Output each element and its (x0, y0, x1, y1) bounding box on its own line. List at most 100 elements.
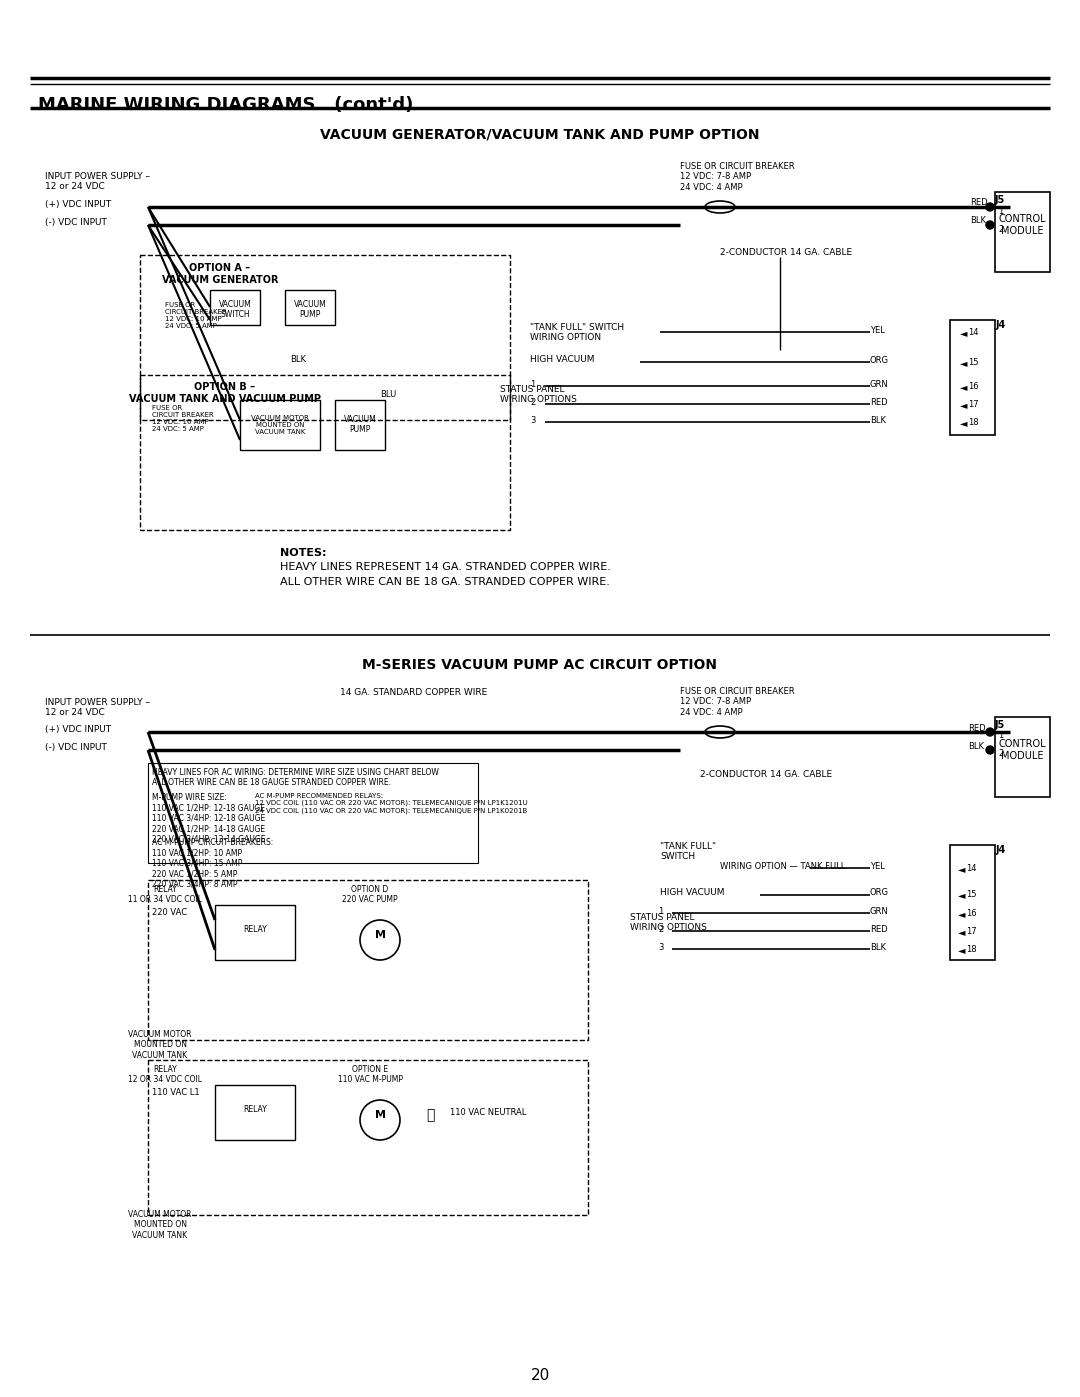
Text: J5: J5 (995, 196, 1005, 205)
Text: FUSE OR CIRCUIT BREAKER
12 VDC: 7-8 AMP
24 VDC: 4 AMP: FUSE OR CIRCUIT BREAKER 12 VDC: 7-8 AMP … (680, 687, 795, 717)
Text: 3: 3 (658, 943, 663, 951)
Text: ⏚: ⏚ (426, 1108, 434, 1122)
Text: FUSE OR
CIRCUIT BREAKER
12 VDC: 10 AMP
24 VDC: 5 AMP: FUSE OR CIRCUIT BREAKER 12 VDC: 10 AMP 2… (152, 405, 214, 432)
Text: 2: 2 (658, 925, 663, 935)
Text: VACUUM
PUMP: VACUUM PUMP (343, 415, 376, 434)
Text: M-PUMP WIRE SIZE:
110 VAC 1/2HP: 12-18 GAUGE
110 VAC 3/4HP: 12-18 GAUGE
220 VAC : M-PUMP WIRE SIZE: 110 VAC 1/2HP: 12-18 G… (152, 793, 266, 844)
Text: 1: 1 (998, 732, 1003, 740)
Text: 16: 16 (968, 381, 978, 391)
Text: ◄: ◄ (960, 328, 968, 338)
Text: RED: RED (968, 724, 986, 733)
Text: M: M (375, 930, 386, 940)
Text: VACUUM
SWITCH: VACUUM SWITCH (218, 300, 252, 320)
Text: VACUUM GENERATOR/VACUUM TANK AND PUMP OPTION: VACUUM GENERATOR/VACUUM TANK AND PUMP OP… (321, 129, 759, 142)
Text: RELAY: RELAY (243, 925, 267, 935)
Text: 15: 15 (966, 890, 976, 900)
Text: BLK: BLK (870, 943, 886, 951)
Text: BLK: BLK (970, 217, 986, 225)
Text: YEL: YEL (870, 326, 885, 335)
Text: 17: 17 (968, 400, 978, 409)
Text: ◄: ◄ (958, 928, 966, 937)
Text: ◄: ◄ (958, 890, 966, 900)
Bar (950, 845, 995, 960)
Text: CONTROL
MODULE: CONTROL MODULE (998, 739, 1045, 761)
Text: J5: J5 (995, 719, 1005, 731)
Bar (215, 1085, 295, 1140)
Text: OPTION D
220 VAC PUMP: OPTION D 220 VAC PUMP (342, 886, 397, 904)
Text: J4: J4 (996, 845, 1007, 855)
Text: FUSE OR CIRCUIT BREAKER
12 VDC: 7-8 AMP
24 VDC: 4 AMP: FUSE OR CIRCUIT BREAKER 12 VDC: 7-8 AMP … (680, 162, 795, 191)
Text: 3: 3 (530, 416, 536, 425)
Text: YEL: YEL (870, 862, 885, 870)
Text: MARINE WIRING DIAGRAMS   (cont'd): MARINE WIRING DIAGRAMS (cont'd) (38, 96, 414, 115)
Text: J4: J4 (996, 320, 1007, 330)
Text: FUSE OR
CIRCUIT BREAKER
12 VDC: 10 AMP
24 VDC: 5 AMP: FUSE OR CIRCUIT BREAKER 12 VDC: 10 AMP 2… (165, 302, 227, 330)
Bar (148, 880, 588, 1039)
Text: ◄: ◄ (960, 400, 968, 409)
Text: ◄: ◄ (958, 944, 966, 956)
Text: 16: 16 (966, 909, 976, 918)
Bar (210, 291, 260, 326)
Text: RED: RED (970, 198, 987, 207)
Text: OPTION B –
VACUUM TANK AND VACUUM PUMP: OPTION B – VACUUM TANK AND VACUUM PUMP (129, 381, 321, 404)
Text: BLK: BLK (291, 355, 306, 365)
Text: ORG: ORG (870, 356, 889, 365)
Text: AC M-PUMP CIRCUIT BREAKERS:
110 VAC 1/2HP: 10 AMP
110 VAC 3/4HP: 15 AMP
220 VAC : AC M-PUMP CIRCUIT BREAKERS: 110 VAC 1/2H… (152, 838, 273, 888)
Bar (995, 717, 1050, 798)
Text: INPUT POWER SUPPLY –
12 or 24 VDC: INPUT POWER SUPPLY – 12 or 24 VDC (45, 172, 150, 191)
Text: 2: 2 (998, 225, 1003, 233)
Text: VACUUM MOTOR
MOUNTED ON
VACUUM TANK: VACUUM MOTOR MOUNTED ON VACUUM TANK (251, 415, 309, 434)
Text: 14: 14 (966, 863, 976, 873)
Text: RED: RED (870, 925, 888, 935)
Ellipse shape (705, 726, 735, 738)
Text: 110 VAC NEUTRAL: 110 VAC NEUTRAL (450, 1108, 526, 1118)
Text: 220 VAC: 220 VAC (152, 908, 187, 916)
Text: 18: 18 (968, 418, 978, 427)
Text: 1: 1 (530, 380, 536, 388)
Text: ◄: ◄ (960, 418, 968, 427)
Text: OPTION E
110 VAC M-PUMP: OPTION E 110 VAC M-PUMP (337, 1065, 403, 1084)
Text: CONTROL
MODULE: CONTROL MODULE (998, 214, 1045, 236)
Bar (950, 320, 995, 434)
Text: STATUS PANEL
WIRING OPTIONS: STATUS PANEL WIRING OPTIONS (500, 386, 577, 404)
Bar (240, 400, 320, 450)
Text: RED: RED (870, 398, 888, 407)
Text: AC M-PUMP RECOMMENDED RELAYS:
12 VDC COIL (110 VAC OR 220 VAC MOTOR): TELEMECANI: AC M-PUMP RECOMMENDED RELAYS: 12 VDC COI… (255, 793, 528, 814)
Text: 2: 2 (530, 398, 536, 407)
Text: ◄: ◄ (958, 909, 966, 919)
Circle shape (986, 203, 994, 211)
Text: GRN: GRN (870, 380, 889, 388)
Text: 1: 1 (998, 207, 1003, 215)
Text: M: M (375, 1111, 386, 1120)
Text: HIGH VACUUM: HIGH VACUUM (660, 888, 725, 897)
Circle shape (986, 221, 994, 229)
Bar (285, 291, 335, 326)
Bar (140, 374, 510, 529)
Text: HIGH VACUUM: HIGH VACUUM (530, 355, 594, 365)
Text: VACUUM MOTOR
MOUNTED ON
VACUUM TANK: VACUUM MOTOR MOUNTED ON VACUUM TANK (129, 1210, 192, 1239)
Text: RELAY: RELAY (243, 1105, 267, 1113)
Text: 1: 1 (658, 907, 663, 916)
Text: BLK: BLK (870, 416, 886, 425)
Text: 14: 14 (968, 328, 978, 337)
Text: OPTION A –
VACUUM GENERATOR: OPTION A – VACUUM GENERATOR (162, 263, 279, 285)
Text: (-) VDC INPUT: (-) VDC INPUT (45, 218, 107, 226)
Text: HEAVY LINES FOR AC WIRING: DETERMINE WIRE SIZE USING CHART BELOW
ALL OTHER WIRE : HEAVY LINES FOR AC WIRING: DETERMINE WIR… (152, 768, 438, 788)
Text: HEAVY LINES REPRESENT 14 GA. STRANDED COPPER WIRE.: HEAVY LINES REPRESENT 14 GA. STRANDED CO… (280, 562, 611, 571)
Text: GRN: GRN (870, 907, 889, 916)
Text: "TANK FULL"
SWITCH: "TANK FULL" SWITCH (660, 842, 716, 862)
Text: (-) VDC INPUT: (-) VDC INPUT (45, 743, 107, 752)
Text: VACUUM MOTOR
MOUNTED ON
VACUUM TANK: VACUUM MOTOR MOUNTED ON VACUUM TANK (129, 1030, 192, 1060)
Text: ◄: ◄ (960, 381, 968, 393)
Text: RELAY
12 OR 34 VDC COIL: RELAY 12 OR 34 VDC COIL (129, 1065, 202, 1084)
Text: 2-CONDUCTOR 14 GA. CABLE: 2-CONDUCTOR 14 GA. CABLE (720, 249, 852, 257)
Bar (148, 1060, 588, 1215)
Bar (215, 905, 295, 960)
Text: BLU: BLU (380, 390, 396, 400)
Text: NOTES:: NOTES: (280, 548, 326, 557)
Ellipse shape (705, 201, 735, 212)
Text: WIRING OPTION — TANK FULL: WIRING OPTION — TANK FULL (720, 862, 846, 870)
Text: ◄: ◄ (958, 863, 966, 875)
Text: (+) VDC INPUT: (+) VDC INPUT (45, 200, 111, 210)
Text: 2-CONDUCTOR 14 GA. CABLE: 2-CONDUCTOR 14 GA. CABLE (700, 770, 832, 780)
